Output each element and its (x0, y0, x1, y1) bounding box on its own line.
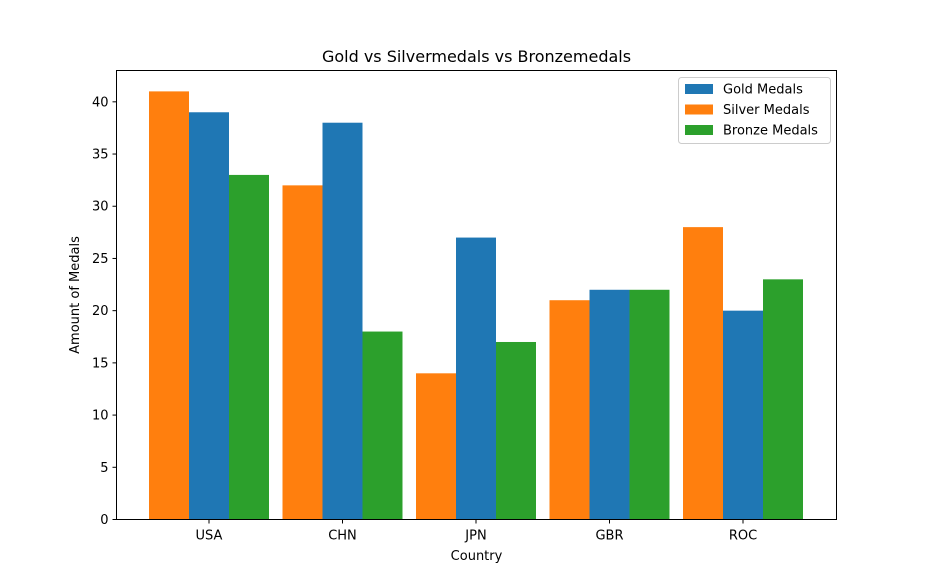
legend-box (678, 77, 831, 144)
y-tick-label: 5 (100, 461, 108, 476)
legend-swatch (685, 125, 713, 135)
bar-bronze-medals-jpn (496, 341, 536, 520)
bar-gold-medals-usa (189, 112, 229, 520)
x-axis: USA CHN JPN GBR ROC (196, 519, 757, 544)
bars-layer (149, 91, 803, 520)
legend-label: Gold Medals (723, 83, 803, 98)
x-axis-label: Country (451, 549, 503, 564)
x-tick-label: ROC (729, 529, 757, 544)
bar-gold-medals-jpn (456, 237, 496, 520)
y-tick-label: 35 (92, 148, 109, 163)
bar-gold-medals-gbr (589, 289, 630, 520)
legend-label: Silver Medals (723, 103, 810, 118)
y-tick-label: 15 (92, 356, 109, 371)
bar-silver-medals-roc (683, 227, 723, 520)
y-axis-label: Amount of Medals (68, 236, 83, 354)
legend: Gold Medals Silver Medals Bronze Medals (678, 77, 831, 144)
bar-gold-medals-roc (723, 310, 763, 520)
legend-label: Bronze Medals (723, 124, 818, 139)
chart-title: Gold vs Silvermedals vs Bronzemedals (322, 47, 631, 66)
legend-swatch (685, 84, 713, 94)
x-tick-label: JPN (464, 529, 486, 544)
x-tick-label: USA (196, 529, 223, 544)
y-tick-label: 20 (92, 304, 109, 319)
y-tick-label: 30 (92, 200, 109, 215)
bar-silver-medals-gbr (549, 300, 590, 520)
bar-bronze-medals-roc (763, 279, 803, 520)
y-tick-label: 25 (92, 252, 109, 267)
bar-silver-medals-usa (149, 91, 189, 520)
y-tick-label: 0 (100, 513, 108, 528)
x-tick-label: CHN (328, 529, 357, 544)
plot-frame (116, 70, 837, 520)
bar-bronze-medals-chn (362, 331, 403, 520)
legend-swatch (685, 104, 713, 115)
bar-bronze-medals-usa (229, 174, 269, 520)
bar-silver-medals-chn (282, 185, 323, 520)
bar-silver-medals-jpn (416, 373, 456, 520)
y-tick-label: 40 (92, 95, 109, 110)
bar-bronze-medals-gbr (629, 289, 670, 520)
bar-gold-medals-chn (322, 122, 363, 520)
y-axis: 0 5 10 15 20 25 30 35 40 (92, 95, 117, 528)
y-tick-label: 10 (92, 409, 109, 424)
x-tick-label: GBR (595, 529, 623, 544)
legend-items: Gold Medals Silver Medals Bronze Medals (685, 83, 818, 139)
